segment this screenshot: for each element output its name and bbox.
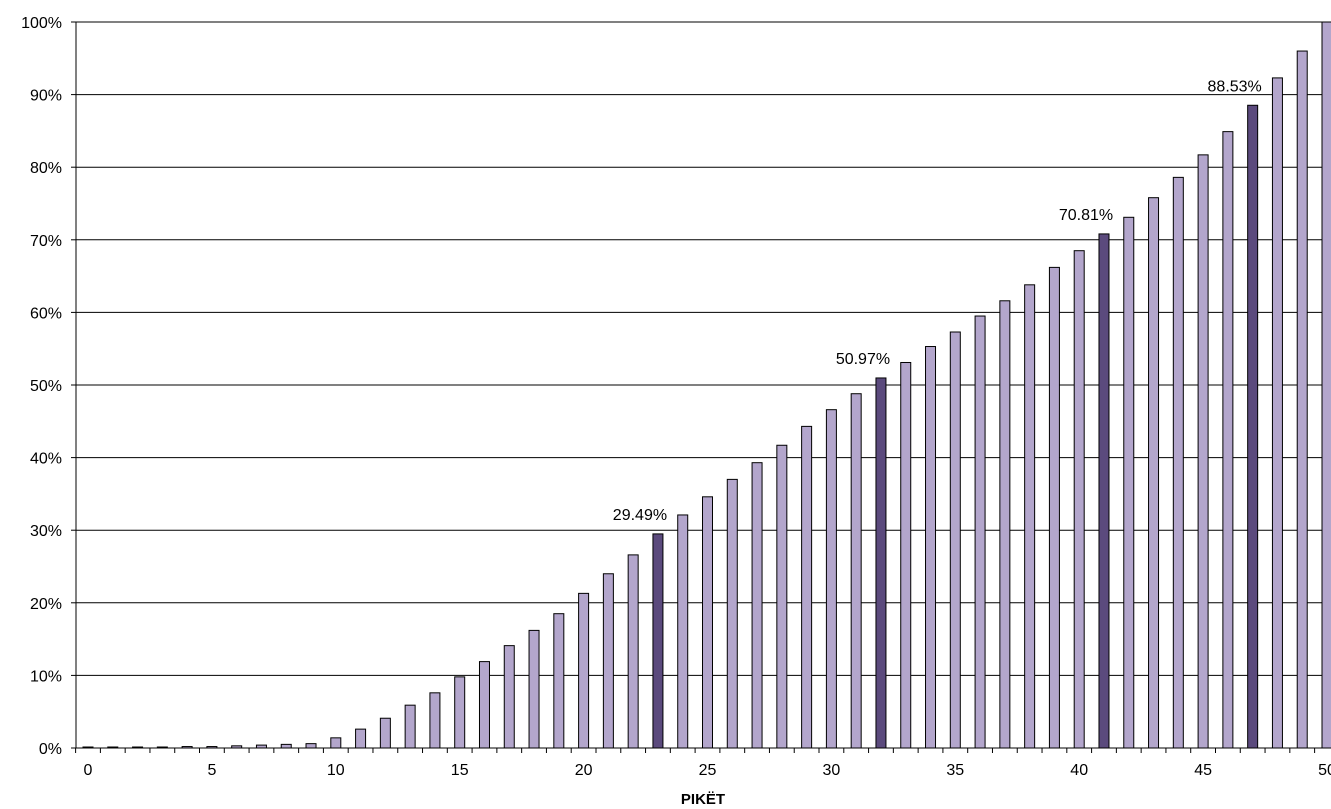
bar <box>528 629 540 749</box>
x-tick-label: 5 <box>207 762 216 779</box>
x-tick-label: 20 <box>575 762 593 779</box>
highlighted-bar <box>652 533 664 749</box>
x-tick-label: 45 <box>1194 762 1212 779</box>
y-tick-label: 80% <box>30 160 62 177</box>
bar <box>900 361 912 749</box>
gridlines <box>76 21 1329 676</box>
y-tick-label: 70% <box>30 233 62 250</box>
bar <box>801 425 813 749</box>
y-tick-label: 10% <box>30 668 62 685</box>
bar <box>429 692 441 749</box>
y-tick-label: 90% <box>30 88 62 105</box>
bar <box>677 514 689 749</box>
y-tick-label: 100% <box>21 15 62 32</box>
bar <box>925 346 937 749</box>
data-label: 50.97% <box>836 351 890 368</box>
highlighted-bar <box>1098 233 1110 749</box>
bar <box>1048 266 1060 749</box>
y-tick-label: 40% <box>30 451 62 468</box>
bar <box>776 444 788 749</box>
x-axis-tick-labels: 0 5 10 15 20 25 30 35 40 45 50 <box>84 762 1331 779</box>
bar <box>553 613 565 749</box>
data-label: 88.53% <box>1208 78 1262 95</box>
bar <box>825 409 837 749</box>
bar <box>305 743 317 749</box>
highlighted-bar <box>1247 104 1259 749</box>
bar <box>355 728 367 749</box>
bar <box>454 676 466 749</box>
bar <box>1296 50 1308 749</box>
bar <box>850 393 862 749</box>
bar <box>1148 197 1160 749</box>
data-label: 29.49% <box>613 507 667 524</box>
x-tick-label: 50 <box>1318 762 1331 779</box>
bar <box>1172 176 1184 749</box>
y-axis-tick-labels: 0% 10% 20% 30% 40% 50% 60% 70% 80% 90% 100% <box>21 15 62 758</box>
bar <box>379 717 391 749</box>
axes <box>71 21 1329 753</box>
bar <box>627 554 639 749</box>
bar <box>1222 131 1234 749</box>
x-tick-label: 40 <box>1070 762 1088 779</box>
y-tick-label: 30% <box>30 523 62 540</box>
bar <box>726 478 738 749</box>
bar <box>1271 77 1283 749</box>
highlighted-bar <box>875 377 887 749</box>
y-tick-label: 60% <box>30 305 62 322</box>
x-tick-label: 35 <box>946 762 964 779</box>
bar <box>751 462 763 749</box>
bar <box>1073 250 1085 749</box>
y-tick-label: 0% <box>39 741 62 758</box>
bar <box>1123 216 1135 749</box>
bar <box>949 331 961 749</box>
bar <box>478 661 490 749</box>
bar <box>330 737 342 749</box>
bar <box>1197 154 1209 749</box>
x-tick-label: 0 <box>84 762 93 779</box>
bar <box>702 496 713 749</box>
y-tick-label: 20% <box>30 596 62 613</box>
bar <box>280 743 292 749</box>
bar <box>1024 284 1036 749</box>
x-tick-label: 15 <box>451 762 469 779</box>
x-tick-label: 10 <box>327 762 345 779</box>
bar <box>602 573 614 749</box>
y-tick-label: 50% <box>30 378 62 395</box>
bar <box>999 300 1011 749</box>
x-axis-title: PIKËT <box>681 791 725 808</box>
bar <box>503 645 515 749</box>
bar <box>974 315 986 749</box>
x-tick-label: 30 <box>823 762 841 779</box>
bar <box>578 592 590 749</box>
x-tick-label: 25 <box>699 762 717 779</box>
data-labels: 29.49% 50.97% 70.81% 88.53% <box>613 78 1262 524</box>
bar <box>1321 21 1331 749</box>
data-label: 70.81% <box>1059 207 1113 224</box>
bars <box>82 21 1331 749</box>
bar <box>404 704 416 749</box>
